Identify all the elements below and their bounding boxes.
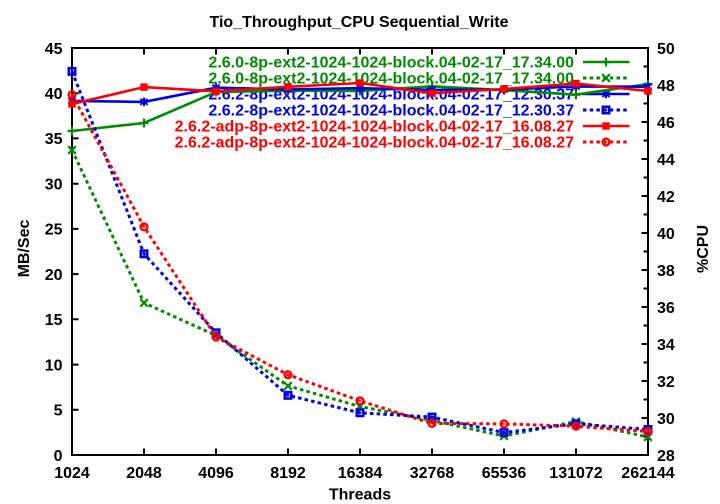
svg-text:30: 30 — [45, 177, 63, 194]
svg-text:48: 48 — [657, 78, 675, 95]
svg-text:Tio_Throughput_CPU Sequential_: Tio_Throughput_CPU Sequential_Write — [210, 14, 509, 31]
svg-text:50: 50 — [657, 41, 675, 58]
svg-text:131072: 131072 — [549, 465, 602, 482]
svg-text:16384: 16384 — [338, 465, 383, 482]
svg-text:262144: 262144 — [621, 465, 674, 482]
svg-text:8192: 8192 — [270, 465, 306, 482]
svg-text:15: 15 — [45, 312, 63, 329]
svg-text:4096: 4096 — [198, 465, 234, 482]
svg-text:1024: 1024 — [54, 465, 90, 482]
svg-text:2.6.2-8p-ext2-1024-1024-block.: 2.6.2-8p-ext2-1024-1024-block.04-02-17_1… — [208, 103, 574, 120]
svg-text:0: 0 — [54, 448, 63, 465]
svg-text:45: 45 — [45, 41, 63, 58]
svg-text:2048: 2048 — [126, 465, 162, 482]
svg-text:10: 10 — [45, 357, 63, 374]
svg-text:38: 38 — [657, 263, 675, 280]
svg-text:Threads: Threads — [329, 487, 391, 504]
svg-text:65536: 65536 — [482, 465, 527, 482]
svg-text:20: 20 — [45, 267, 63, 284]
svg-text:36: 36 — [657, 300, 675, 317]
svg-text:2.6.2-adp-8p-ext2-1024-1024-bl: 2.6.2-adp-8p-ext2-1024-1024-block.04-02-… — [175, 135, 574, 152]
svg-text:2.6.0-8p-ext2-1024-1024-block.: 2.6.0-8p-ext2-1024-1024-block.04-02-17_1… — [208, 55, 574, 72]
svg-text:44: 44 — [657, 152, 675, 169]
svg-text:46: 46 — [657, 115, 675, 132]
svg-text:MB/Sec: MB/Sec — [16, 220, 33, 278]
svg-text:35: 35 — [45, 131, 63, 148]
svg-text:40: 40 — [45, 86, 63, 103]
svg-text:25: 25 — [45, 222, 63, 239]
svg-text:5: 5 — [54, 403, 63, 420]
svg-text:42: 42 — [657, 189, 675, 206]
svg-text:32: 32 — [657, 374, 675, 391]
svg-text:%CPU: %CPU — [695, 225, 712, 273]
svg-text:34: 34 — [657, 337, 675, 354]
svg-text:2.6.2-adp-8p-ext2-1024-1024-bl: 2.6.2-adp-8p-ext2-1024-1024-block.04-02-… — [175, 119, 574, 136]
svg-text:32768: 32768 — [410, 465, 455, 482]
svg-text:2.6.0-8p-ext2-1024-1024-block.: 2.6.0-8p-ext2-1024-1024-block.04-02-17_1… — [208, 71, 574, 88]
svg-text:40: 40 — [657, 226, 675, 243]
svg-text:30: 30 — [657, 411, 675, 428]
svg-text:28: 28 — [657, 448, 675, 465]
